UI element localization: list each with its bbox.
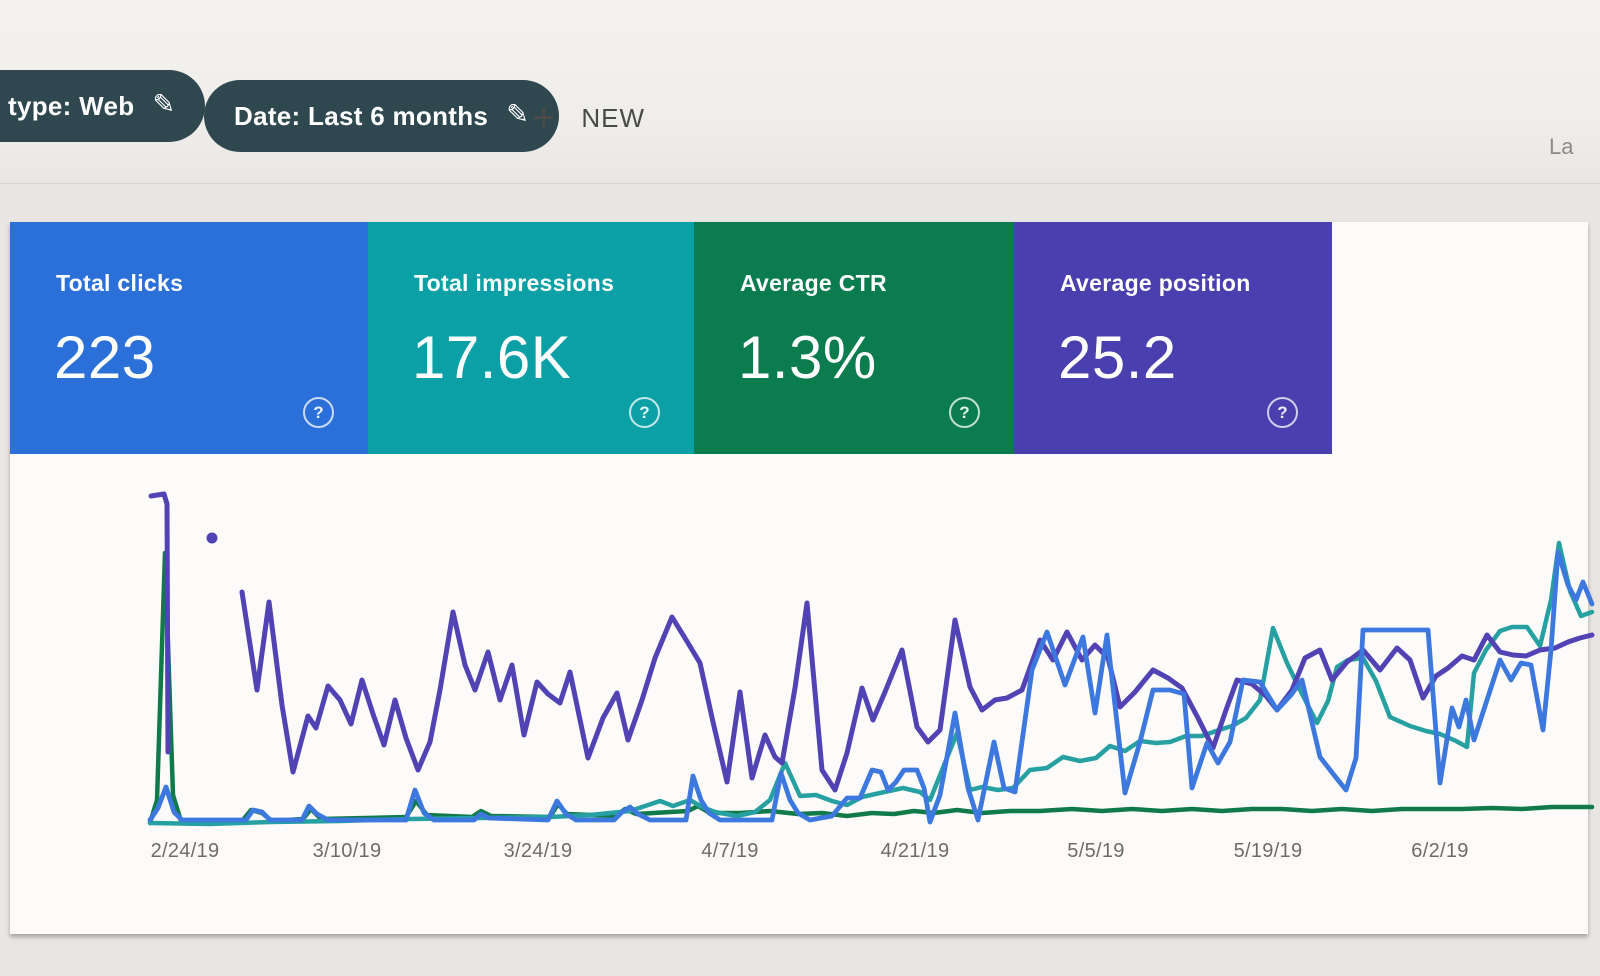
plus-icon: + xyxy=(532,96,556,140)
x-axis-label: 2/24/19 xyxy=(150,840,220,862)
x-axis-label: 5/19/19 xyxy=(1233,840,1303,862)
metric-card-average-ctr[interactable]: Average CTR 1.3% ? xyxy=(694,222,1014,454)
metric-label: Total clicks xyxy=(56,270,184,296)
metric-label: Average CTR xyxy=(740,270,887,296)
x-axis-label: 4/7/19 xyxy=(701,840,759,862)
x-axis-label: 4/21/19 xyxy=(880,840,950,862)
x-axis-label: 5/5/19 xyxy=(1067,840,1125,862)
metric-cards-row: Total clicks 223 ? Total impressions 17.… xyxy=(10,222,1332,454)
x-axis-labels: 2/24/19 3/10/19 3/24/19 4/7/19 4/21/19 5/5/19… xyxy=(10,840,1588,870)
metric-value: 25.2 xyxy=(1058,324,1177,391)
performance-chart-svg xyxy=(147,491,1595,827)
new-filter-button[interactable]: + NEW xyxy=(532,98,645,138)
edit-pencil-icon[interactable]: ✎ xyxy=(152,88,176,119)
help-icon[interactable]: ? xyxy=(303,397,334,428)
x-axis-label: 3/24/19 xyxy=(503,840,573,862)
performance-panel: Total clicks 223 ? Total impressions 17.… xyxy=(10,222,1595,934)
metric-label: Average position xyxy=(1060,270,1251,296)
metric-card-average-position[interactable]: Average position 25.2 ? xyxy=(1014,222,1332,454)
search-type-filter-label: type: Web xyxy=(8,90,135,121)
metric-value: 223 xyxy=(54,324,156,391)
metric-value: 1.3% xyxy=(738,324,877,391)
edit-pencil-icon[interactable]: ✎ xyxy=(506,98,530,129)
search-type-filter-chip[interactable]: type: Web ✎ xyxy=(0,70,206,142)
date-range-filter-chip[interactable]: Date: Last 6 months ✎ xyxy=(204,80,560,152)
x-axis-label: 6/2/19 xyxy=(1411,840,1469,862)
filter-bar: type: Web ✎ Date: Last 6 months ✎ + NEW … xyxy=(0,0,1600,184)
metric-card-total-clicks[interactable]: Total clicks 223 ? xyxy=(10,222,368,454)
help-icon[interactable]: ? xyxy=(629,397,660,428)
metric-label: Total impressions xyxy=(414,270,615,296)
date-range-filter-label: Date: Last 6 months xyxy=(234,100,489,131)
last-updated-partial-text: La xyxy=(1549,134,1574,159)
metric-card-total-impressions[interactable]: Total impressions 17.6K ? xyxy=(368,222,694,454)
help-icon[interactable]: ? xyxy=(949,397,980,428)
new-filter-label: NEW xyxy=(581,102,646,133)
metric-value: 17.6K xyxy=(412,324,572,391)
x-axis-label: 3/10/19 xyxy=(312,840,382,862)
help-icon[interactable]: ? xyxy=(1267,397,1298,428)
